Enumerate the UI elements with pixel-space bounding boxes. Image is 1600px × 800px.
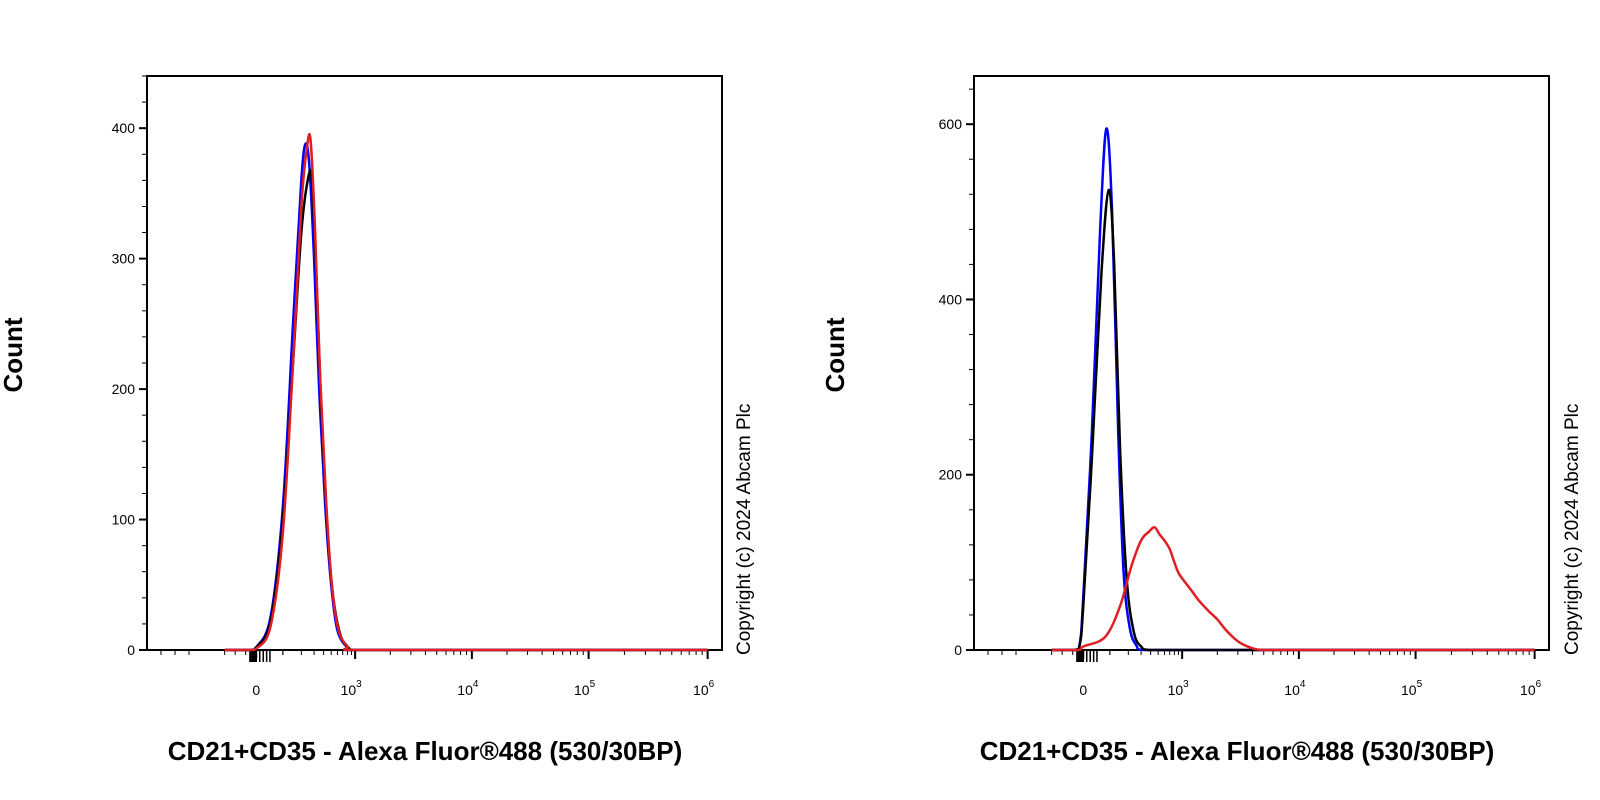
y-tick-label-left: 400 bbox=[112, 120, 136, 136]
x-tick-label-left: 106 bbox=[693, 679, 715, 698]
histogram-series-isotype-right bbox=[1051, 127, 1535, 652]
x-tick-label-left: 105 bbox=[574, 679, 596, 698]
x-tick-label-left: 104 bbox=[457, 679, 479, 698]
x-tick-label-right: 103 bbox=[1168, 679, 1190, 698]
x-tick-label-right: 106 bbox=[1520, 679, 1542, 698]
x-tick-label-left: 103 bbox=[341, 679, 363, 698]
y-tick-label-left: 0 bbox=[127, 642, 135, 658]
copyright-watermark-left: Copyright (c) 2024 Abcam Plc bbox=[734, 404, 755, 655]
x-tick-label-left: 0 bbox=[252, 682, 260, 698]
plot-frame-left bbox=[146, 75, 723, 651]
histogram-series-isotype-left bbox=[224, 142, 708, 652]
copyright-watermark-right: Copyright (c) 2024 Abcam Plc bbox=[1562, 404, 1583, 655]
y-axis-title-right: Count bbox=[820, 317, 850, 392]
y-tick-label-left: 100 bbox=[112, 512, 136, 528]
y-axis-title-left: Count bbox=[0, 317, 28, 392]
histogram-series-stained-left bbox=[224, 132, 708, 652]
histogram-series-stained-right bbox=[1051, 526, 1535, 652]
y-tick-label-right: 200 bbox=[939, 467, 963, 483]
y-tick-label-right: 600 bbox=[939, 116, 963, 132]
plot-frame-right bbox=[973, 75, 1550, 651]
y-tick-label-left: 300 bbox=[112, 251, 136, 267]
histogram-series-unstained-right bbox=[1051, 188, 1535, 652]
x-tick-label-right: 104 bbox=[1284, 679, 1306, 698]
y-tick-label-right: 400 bbox=[939, 291, 963, 307]
y-tick-label-right: 0 bbox=[954, 642, 962, 658]
x-axis-title-right: CD21+CD35 - Alexa Fluor®488 (530/30BP) bbox=[980, 736, 1495, 766]
x-tick-label-right: 105 bbox=[1401, 679, 1423, 698]
y-tick-label-left: 200 bbox=[112, 381, 136, 397]
x-axis-title-left: CD21+CD35 - Alexa Fluor®488 (530/30BP) bbox=[168, 736, 683, 766]
x-tick-label-right: 0 bbox=[1079, 682, 1087, 698]
